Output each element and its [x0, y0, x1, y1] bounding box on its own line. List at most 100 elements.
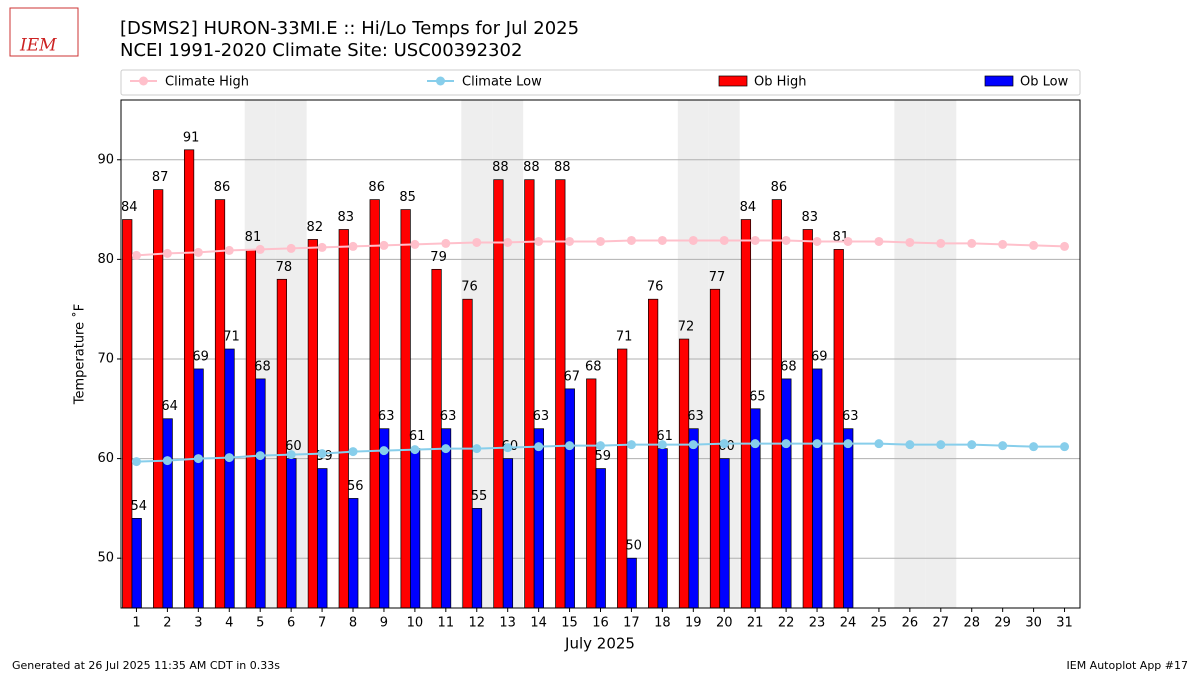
line-marker: [936, 440, 946, 450]
line-marker: [936, 238, 946, 248]
data-label: 81: [245, 230, 262, 245]
x-tick-label: 14: [530, 616, 547, 631]
x-tick-label: 2: [163, 616, 171, 631]
data-label: 59: [594, 449, 611, 464]
data-label: 86: [214, 180, 231, 195]
data-label: 63: [378, 409, 395, 424]
x-tick-label: 15: [561, 616, 578, 631]
data-label: 69: [192, 349, 209, 364]
data-label: 54: [130, 499, 147, 514]
bar: [431, 268, 442, 609]
bar: [595, 468, 606, 609]
legend-label: Ob Low: [1020, 75, 1069, 90]
bar: [843, 428, 854, 609]
bar: [471, 508, 483, 609]
line-marker: [131, 457, 141, 467]
line-marker: [874, 236, 884, 246]
line-marker: [162, 248, 172, 258]
bar: [586, 378, 597, 609]
x-tick-label: 29: [994, 616, 1011, 631]
bar: [626, 557, 637, 609]
data-label: 88: [492, 160, 509, 175]
bar: [131, 518, 142, 609]
data-label: 63: [533, 409, 550, 424]
data-label: 69: [811, 349, 828, 364]
data-label: 64: [161, 399, 178, 414]
bar: [648, 298, 659, 609]
bar: [617, 348, 628, 609]
line-marker: [348, 241, 358, 251]
bar: [214, 199, 226, 609]
x-tick-label: 17: [623, 616, 640, 631]
legend-marker: [139, 76, 148, 86]
data-label: 68: [254, 359, 271, 374]
bar: [524, 179, 535, 609]
data-label: 84: [121, 200, 138, 215]
line-marker: [998, 239, 1008, 249]
bar: [245, 249, 257, 609]
data-label: 68: [585, 359, 602, 374]
line-marker: [379, 446, 389, 456]
line-marker: [719, 439, 729, 449]
data-label: 77: [709, 270, 726, 285]
line-marker: [317, 242, 327, 252]
bar: [400, 209, 411, 609]
line-marker: [781, 235, 791, 245]
x-tick-label: 9: [380, 616, 388, 631]
data-label: 78: [276, 260, 293, 275]
x-tick-label: 19: [685, 616, 702, 631]
x-axis-label: July 2025: [564, 635, 635, 653]
bar: [348, 498, 359, 609]
shaded-band: [894, 100, 926, 608]
line-marker: [657, 440, 667, 450]
data-label: 72: [678, 320, 695, 335]
line-marker: [626, 440, 636, 450]
x-tick-label: 13: [499, 616, 516, 631]
bar: [781, 378, 792, 609]
data-label: 76: [647, 280, 664, 295]
data-label: 76: [461, 280, 478, 295]
chart-title: [DSMS2] HURON-33MI.E :: Hi/Lo Temps for …: [120, 18, 579, 39]
bar: [555, 179, 566, 609]
bar: [122, 219, 133, 609]
bar: [657, 448, 668, 609]
line-marker: [657, 235, 667, 245]
line-marker: [131, 250, 141, 260]
bar: [338, 229, 349, 609]
line-marker: [1060, 241, 1070, 251]
legend-swatch: [984, 75, 1014, 87]
x-tick-label: 23: [809, 616, 826, 631]
data-label: 88: [523, 160, 540, 175]
data-label: 79: [430, 250, 447, 265]
x-tick-label: 26: [902, 616, 919, 631]
line-marker: [255, 451, 265, 461]
bar: [162, 418, 173, 609]
line-marker: [1029, 240, 1039, 250]
data-label: 61: [409, 429, 426, 444]
line-marker: [750, 235, 760, 245]
line-marker: [224, 453, 234, 463]
line-marker: [781, 439, 791, 449]
x-tick-label: 20: [716, 616, 733, 631]
plot-frame: [120, 99, 1081, 609]
bar: [193, 368, 204, 609]
line-marker: [812, 236, 822, 246]
data-label: 65: [749, 389, 766, 404]
bar: [750, 408, 761, 609]
line-marker: [626, 235, 636, 245]
line-marker: [596, 441, 605, 451]
data-label: 68: [780, 359, 797, 374]
legend-swatch: [718, 75, 748, 87]
x-tick-label: 21: [747, 616, 764, 631]
line-marker: [719, 235, 729, 245]
bar: [740, 219, 752, 609]
bar: [678, 338, 690, 609]
line-marker: [905, 237, 915, 247]
data-label: 86: [771, 180, 788, 195]
bar: [307, 239, 318, 609]
bar: [833, 249, 844, 609]
line-marker: [286, 450, 296, 460]
bar: [564, 388, 575, 609]
data-label: 86: [368, 180, 385, 195]
data-label: 56: [347, 479, 364, 494]
